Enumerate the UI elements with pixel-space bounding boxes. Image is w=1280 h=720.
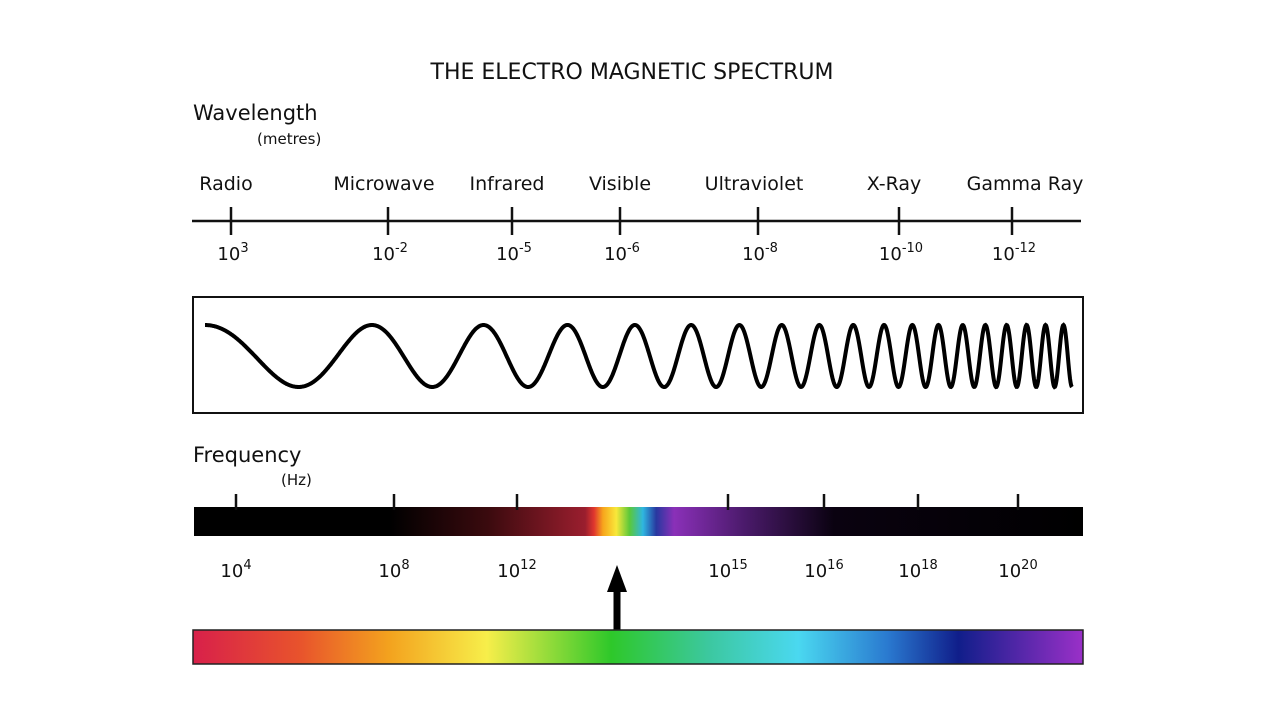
power-exponent: -12 xyxy=(1015,241,1036,256)
power-base: 10 xyxy=(879,244,902,265)
power-exponent: 20 xyxy=(1021,558,1038,573)
band-label: X-Ray xyxy=(867,173,922,195)
wavelength-tick-label: 10-5 xyxy=(496,241,532,265)
power-base: 10 xyxy=(497,561,520,582)
arrow-head xyxy=(607,565,627,592)
wavelength-label: Wavelength xyxy=(193,101,318,125)
band-label: Gamma Ray xyxy=(967,173,1084,195)
power-exponent: 18 xyxy=(921,558,938,573)
power-exponent: 16 xyxy=(827,558,844,573)
band-label: Infrared xyxy=(470,173,545,195)
power-exponent: -2 xyxy=(395,241,408,256)
wave-box xyxy=(192,296,1084,414)
frequency-tick-label: 104 xyxy=(220,558,251,582)
band-label: Microwave xyxy=(333,173,434,195)
wave xyxy=(205,322,1074,390)
wavelength-tick-label: 10-6 xyxy=(604,241,640,265)
power-exponent: -10 xyxy=(902,241,923,256)
power-exponent: -8 xyxy=(765,241,778,256)
power-base: 10 xyxy=(708,561,731,582)
power-base: 10 xyxy=(898,561,921,582)
frequency-tick-label: 1016 xyxy=(804,558,843,582)
power-exponent: 3 xyxy=(240,241,248,256)
power-exponent: 4 xyxy=(243,558,251,573)
frequency-label: Frequency xyxy=(193,443,302,467)
power-base: 10 xyxy=(992,244,1015,265)
power-base: 10 xyxy=(742,244,765,265)
power-exponent: 12 xyxy=(520,558,537,573)
wavelength-tick-label: 10-10 xyxy=(879,241,923,265)
wavelength-tick-label: 103 xyxy=(217,241,248,265)
power-base: 10 xyxy=(378,561,401,582)
power-base: 10 xyxy=(217,244,240,265)
wavelength-unit: (metres) xyxy=(257,130,321,148)
frequency-tick-label: 1018 xyxy=(898,558,937,582)
band-label: Radio xyxy=(199,173,252,195)
frequency-bar xyxy=(194,507,1083,536)
power-base: 10 xyxy=(804,561,827,582)
frequency-tick-label: 1015 xyxy=(708,558,747,582)
wavelength-tick-label: 10-8 xyxy=(742,241,778,265)
frequency-tick-label: 1020 xyxy=(998,558,1037,582)
band-label: Ultraviolet xyxy=(705,173,804,195)
power-base: 10 xyxy=(604,244,627,265)
wavelength-tick-label: 10-2 xyxy=(372,241,408,265)
frequency-tick-label: 1012 xyxy=(497,558,536,582)
power-exponent: -6 xyxy=(627,241,640,256)
power-base: 10 xyxy=(998,561,1021,582)
power-base: 10 xyxy=(496,244,519,265)
wavelength-tick-label: 10-12 xyxy=(992,241,1036,265)
power-base: 10 xyxy=(372,244,395,265)
power-base: 10 xyxy=(220,561,243,582)
band-label: Visible xyxy=(589,173,651,195)
power-exponent: 8 xyxy=(401,558,409,573)
frequency-unit: (Hz) xyxy=(281,471,312,489)
dynamic-layer: Radio Microwave Infrared Visible Ultraviolet… xyxy=(199,173,1083,582)
title: THE ELECTRO MAGNETIC SPECTRUM xyxy=(430,60,834,85)
power-exponent: 15 xyxy=(731,558,748,573)
power-exponent: -5 xyxy=(519,241,532,256)
visible-spectrum-bar xyxy=(192,629,1084,665)
frequency-tick-label: 108 xyxy=(378,558,409,582)
